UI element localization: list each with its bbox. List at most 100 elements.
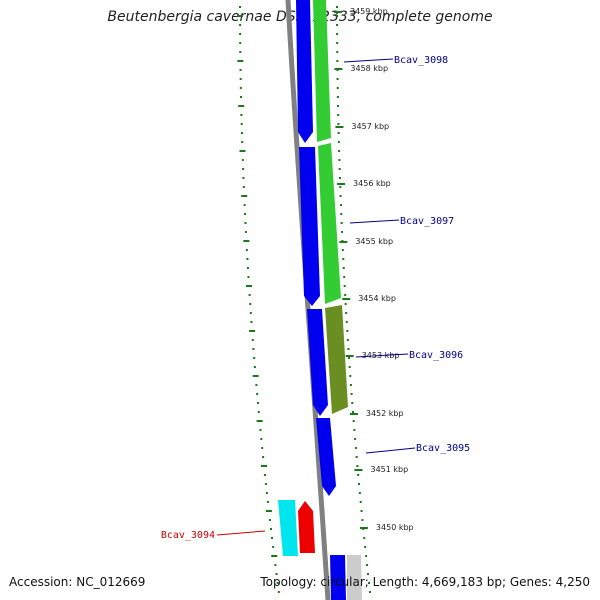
outer-track-dot: [358, 492, 361, 494]
gene-label[interactable]: Bcav_3097: [400, 216, 454, 227]
outer-track-dot: [336, 24, 339, 26]
gc-skew-dot: [261, 447, 264, 449]
outer-track-dot: [341, 249, 344, 251]
kbp-label: 3459 kbp: [350, 7, 388, 16]
accession-label: Accession: NC_012669: [9, 575, 146, 589]
gene-label[interactable]: Bcav_3094: [161, 530, 215, 541]
gc-skew-dot: [256, 420, 263, 422]
gc-skew-dot: [239, 42, 242, 44]
topology-label: Topology: circular; Length: 4,669,183 bp…: [260, 575, 590, 589]
outer-track-dot: [336, 42, 339, 44]
gc-skew-dot: [256, 402, 259, 404]
outer-track-dot: [358, 483, 361, 485]
kbp-label: 3451 kbp: [371, 465, 409, 474]
cds-feature: [299, 147, 320, 306]
gc-skew-dot: [239, 69, 242, 71]
gc-skew-dot: [242, 168, 245, 170]
kbp-label: 3452 kbp: [366, 409, 404, 418]
gc-skew-dot: [249, 312, 252, 314]
gc-skew-dot: [238, 105, 245, 107]
gc-skew-dot: [239, 24, 242, 26]
outer-track-dot: [345, 312, 348, 314]
gc-skew-dot: [276, 582, 279, 584]
gc-skew-dot: [271, 555, 278, 557]
gc-skew-dot: [246, 267, 249, 269]
outer-track-dot: [349, 375, 352, 377]
gc-skew-dot: [244, 213, 247, 215]
outer-track-dot: [337, 114, 340, 116]
outer-track-dot: [360, 510, 363, 512]
outer-track-dot: [343, 276, 346, 278]
gc-skew-dot: [253, 357, 256, 359]
gc-skew-dot: [265, 510, 272, 512]
gc-skew-dot: [275, 573, 278, 575]
outer-track-dot: [336, 78, 339, 80]
cds-feature: [313, 0, 331, 142]
gc-skew-dot: [264, 483, 267, 485]
outer-track-dot: [340, 222, 343, 224]
outer-track-dot: [344, 303, 347, 305]
gc-skew-dot: [245, 249, 248, 251]
cds-feature: [307, 309, 328, 416]
cds-feature: [347, 555, 362, 600]
outer-track-dot: [356, 465, 359, 467]
outer-track-dot: [354, 447, 357, 449]
outer-track-dot: [336, 15, 339, 17]
kbp-label: 3456 kbp: [353, 179, 391, 188]
outer-track-dot: [338, 168, 341, 170]
gc-skew-dot: [241, 141, 244, 143]
gc-skew-dot: [246, 285, 253, 287]
gc-skew-dot: [272, 546, 275, 548]
outer-track-dot: [367, 582, 370, 584]
outer-track-dot: [336, 60, 339, 62]
gc-skew-dot: [239, 33, 242, 35]
outer-track-dot: [340, 213, 343, 215]
gc-skew-dot: [244, 222, 247, 224]
gc-skew-dot: [263, 474, 266, 476]
outer-track-dot: [346, 339, 349, 341]
cds-feature: [330, 555, 346, 600]
kbp-label: 3458 kbp: [350, 64, 388, 73]
gene-label[interactable]: Bcav_3095: [416, 443, 470, 454]
outer-track-dot: [336, 87, 339, 89]
outer-track-dot: [346, 330, 349, 332]
outer-track-dot: [337, 105, 340, 107]
gc-skew-dot: [240, 114, 243, 116]
gc-skew-dot: [240, 96, 243, 98]
outer-track-dot: [338, 177, 341, 179]
outer-track-dot: [337, 132, 340, 134]
outer-track-dot: [366, 564, 369, 566]
outer-track-dot: [355, 456, 358, 458]
gc-skew-dot: [237, 15, 244, 17]
gc-skew-dot: [242, 186, 245, 188]
outer-track-dot: [336, 33, 339, 35]
gc-skew-dot: [240, 123, 243, 125]
outer-track-dot: [357, 474, 360, 476]
gc-skew-dot: [248, 294, 251, 296]
outer-track-dot: [354, 438, 357, 440]
outer-track-dot: [338, 159, 341, 161]
outer-track-dot: [348, 366, 351, 368]
outer-track-dot: [337, 141, 340, 143]
kbp-label: 3455 kbp: [355, 237, 393, 246]
gene-label[interactable]: Bcav_3096: [409, 350, 463, 361]
gc-skew-dot: [242, 177, 245, 179]
gene-label[interactable]: Bcav_3098: [394, 55, 448, 66]
outer-track-dot: [364, 546, 367, 548]
gc-skew-dot: [274, 564, 277, 566]
outer-track-dot: [339, 186, 342, 188]
gc-skew-dot: [260, 438, 263, 440]
outer-track-dot: [353, 429, 356, 431]
cds-feature: [318, 143, 341, 304]
gc-skew-dot: [250, 321, 253, 323]
outer-track-dot: [343, 285, 346, 287]
kbp-label: 3450 kbp: [376, 523, 414, 532]
gc-skew-dot: [243, 240, 250, 242]
outer-track-dot: [336, 96, 339, 98]
gc-skew-dot: [239, 87, 242, 89]
gc-skew-dot: [247, 276, 250, 278]
gc-skew-dot: [277, 591, 280, 593]
gc-skew-dot: [253, 366, 256, 368]
gc-skew-dot: [239, 78, 242, 80]
